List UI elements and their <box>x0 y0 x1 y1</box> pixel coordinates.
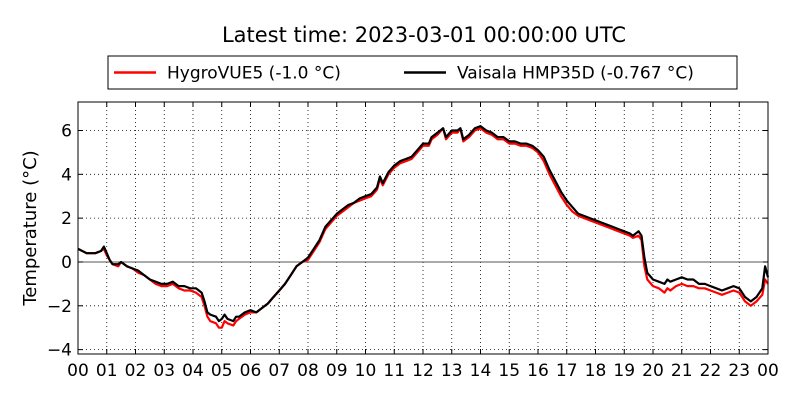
x-tick-label: 16 <box>527 361 549 381</box>
x-tick-label: 00 <box>67 361 89 381</box>
x-tick-label: 03 <box>153 361 175 381</box>
x-tick-label: 20 <box>642 361 664 381</box>
x-tick-label: 18 <box>585 361 607 381</box>
x-tick-label: 06 <box>240 361 262 381</box>
x-tick-label: 19 <box>613 361 635 381</box>
x-tick-label: 22 <box>700 361 722 381</box>
x-axis-ticks: 00 01 02 03 04 05 06 07 08 09 10 11 12 13 14 15 16 17 18 19… <box>67 102 779 381</box>
y-tick-label: 6 <box>61 121 72 141</box>
x-tick-label: 13 <box>441 361 463 381</box>
legend: HygroVUE5 (-1.0 °C) Vaisala HMP35D (-0.76… <box>107 55 738 90</box>
y-tick-label: 0 <box>61 253 72 273</box>
x-tick-label: 07 <box>268 361 290 381</box>
x-tick-label: 23 <box>728 361 750 381</box>
series-layer <box>77 125 770 329</box>
y-axis-label: Temperature (°C) <box>20 150 41 306</box>
x-tick-label: 17 <box>556 361 578 381</box>
legend-label: Vaisala HMP35D (-0.767 °C) <box>457 64 694 84</box>
x-tick-label: 08 <box>297 361 319 381</box>
y-axis-ticks: −4 −2 0 2 4 6 <box>47 121 768 361</box>
grid-lines <box>78 102 768 354</box>
x-tick-label: 14 <box>470 361 492 381</box>
x-tick-label: 11 <box>383 361 405 381</box>
x-tick-label: 00 <box>757 361 779 381</box>
x-tick-label: 01 <box>96 361 118 381</box>
chart-title: Latest time: 2023-03-01 00:00:00 UTC <box>222 23 626 47</box>
legend-label: HygroVUE5 (-1.0 °C) <box>167 64 341 84</box>
series-line-vaisala-hmp35d <box>77 125 770 323</box>
plot-frame <box>77 101 769 355</box>
y-tick-label: −4 <box>47 341 72 361</box>
x-tick-label: 12 <box>412 361 434 381</box>
x-tick-label: 09 <box>326 361 348 381</box>
x-tick-label: 10 <box>355 361 377 381</box>
series-line-hygrovue5 <box>77 127 769 329</box>
x-tick-label: 02 <box>125 361 147 381</box>
x-tick-label: 04 <box>182 361 204 381</box>
y-tick-label: −2 <box>47 297 72 317</box>
y-tick-label: 2 <box>61 209 72 229</box>
x-tick-label: 15 <box>498 361 520 381</box>
x-tick-label: 05 <box>211 361 233 381</box>
x-tick-label: 21 <box>671 361 693 381</box>
y-tick-label: 4 <box>61 165 72 185</box>
